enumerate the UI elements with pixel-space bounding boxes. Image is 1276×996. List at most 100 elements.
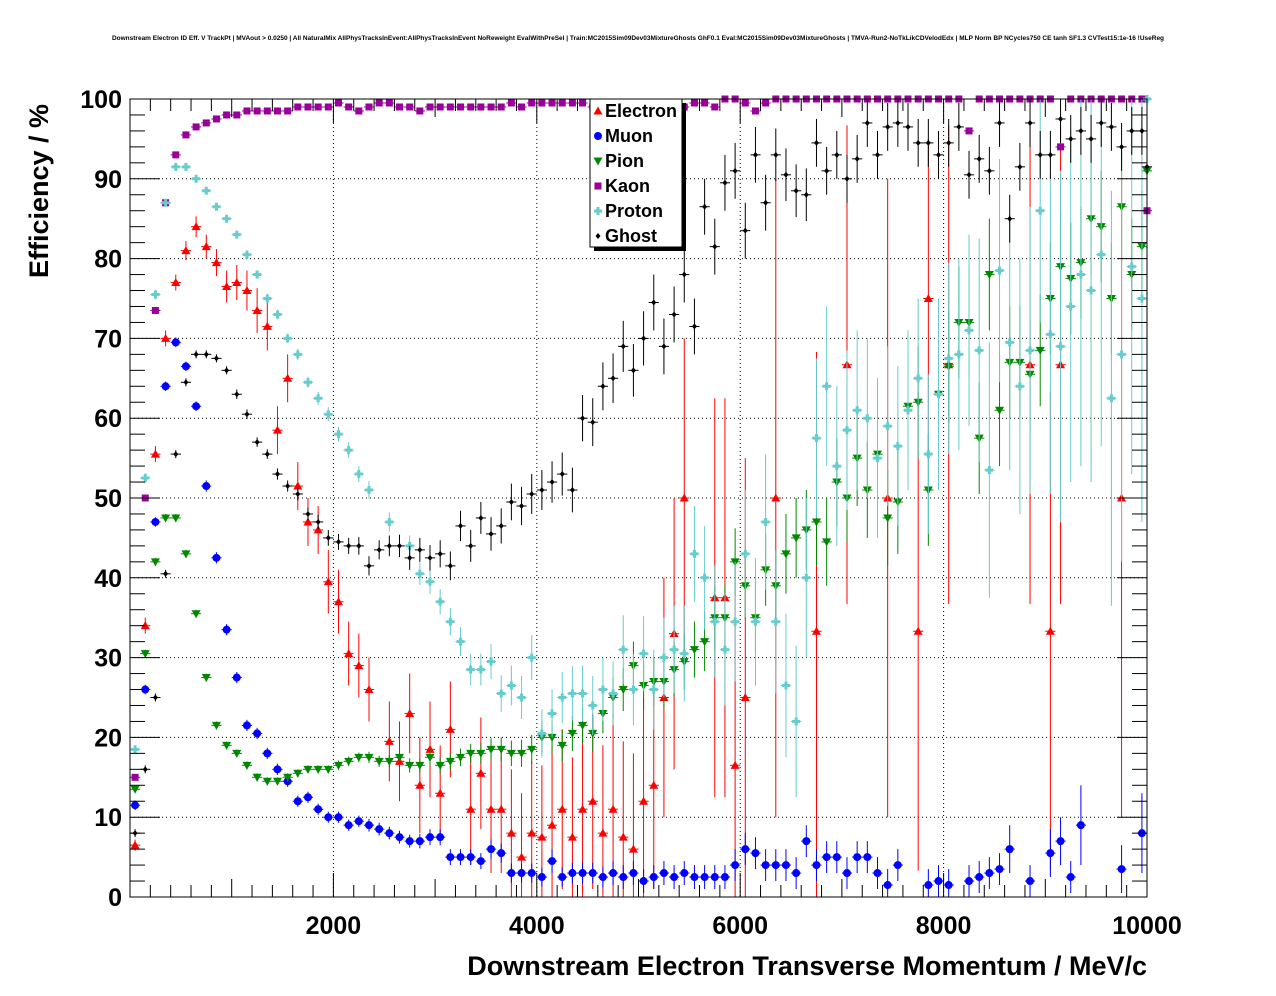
data-point [1005,845,1014,854]
data-point [700,573,709,582]
data-point [130,785,140,794]
data-point [954,350,963,359]
data-point [936,151,942,158]
data-point [527,745,537,754]
data-point [984,271,994,280]
data-point [925,139,931,146]
data-point [649,780,659,789]
y-tick-label: 10 [94,804,122,832]
data-point [956,123,962,130]
data-point [517,852,527,861]
data-point [201,674,211,683]
data-point [303,765,313,774]
data-point [609,869,618,878]
data-point [590,419,596,426]
data-point [569,487,575,494]
data-point [140,650,150,659]
data-point [873,869,882,878]
data-point [720,873,729,882]
data-point [568,99,576,107]
data-point [182,131,190,139]
data-point [435,788,445,797]
data-point [771,493,781,502]
data-point [506,828,516,837]
data-point [436,833,445,842]
data-point [487,657,496,666]
data-point [1076,821,1085,830]
data-point [325,534,331,541]
data-point [558,99,566,107]
data-point [130,840,140,849]
data-point [742,227,748,234]
legend: Electron Muon Pion Kaon Proton Ghost [589,98,686,251]
data-point [272,777,282,786]
data-point [913,626,923,635]
data-point [161,514,171,523]
data-point [303,793,312,802]
data-point [986,167,992,174]
data-point [893,442,902,451]
data-point [131,745,140,754]
x-tick-label: 2000 [306,912,362,940]
data-point [832,853,841,862]
data-point [426,577,435,586]
series-ghost [130,99,1153,838]
data-point [406,103,414,111]
data-point [853,853,862,862]
data-point [364,753,374,762]
data-point [568,869,577,878]
data-point [720,645,729,654]
data-point [730,760,740,769]
data-point [242,721,251,730]
data-point [547,733,557,742]
data-point [334,430,343,439]
data-point [690,549,699,558]
data-point [975,873,984,882]
data-point [201,242,211,251]
data-point [314,103,322,111]
data-point [131,773,139,781]
data-point [701,99,709,107]
data-point [781,550,791,559]
data-point [598,685,607,694]
data-point [578,804,588,813]
data-point [375,99,383,107]
data-point [354,817,363,826]
data-point [151,306,159,314]
series-proton [130,95,1153,798]
data-point [425,753,435,762]
data-point [997,119,1003,126]
data-point [812,861,821,870]
data-point [1046,330,1055,339]
data-point [466,749,476,758]
data-point [263,749,272,758]
data-point [578,689,587,698]
data-point [396,103,404,111]
data-point [183,379,189,386]
data-point [659,869,668,878]
data-point [548,99,556,107]
data-point [273,107,281,115]
data-point [995,406,1005,415]
data-point [293,797,302,806]
data-point [151,517,160,526]
data-point [537,873,546,882]
data-point [680,649,689,658]
data-point [557,804,567,813]
data-point [702,203,708,210]
data-point [223,111,231,119]
data-point [202,186,211,195]
data-point [946,139,952,146]
data-point [965,127,973,135]
data-point [345,103,353,111]
data-point [618,832,628,841]
data-point [923,294,933,302]
data-point [629,869,638,878]
data-point [781,681,790,690]
data-point [630,367,636,374]
data-point [478,514,484,521]
data-point [598,828,608,837]
data-point [397,542,403,549]
y-tick-label: 40 [94,565,122,593]
data-point [619,645,628,654]
